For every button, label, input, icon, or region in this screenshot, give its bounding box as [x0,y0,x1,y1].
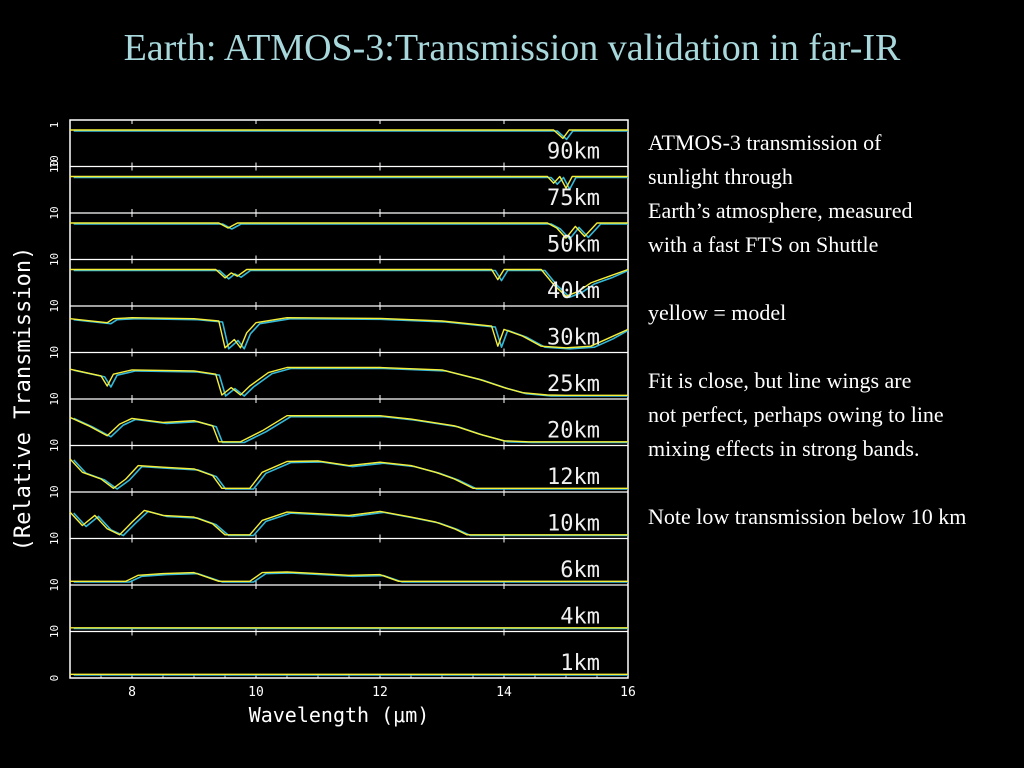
panel-altitude-label: 1km [560,651,600,676]
notes-panel: ATMOS-3 transmission of sunlight through… [648,126,1024,534]
notes-line: Note low transmission below 10 km [648,504,967,529]
notes-spacer [648,466,1024,500]
panel-altitude-label: 75km [547,186,600,211]
y-tick-label: 10 [48,392,61,405]
measured-series-line [73,176,628,190]
transmission-chart: 8 10 12 14 161101010101010101010101010090km7… [11,119,636,727]
notes-line: ATMOS-3 transmission of [648,130,882,155]
model-series-line [70,268,629,298]
legend-note: yellow = model [648,300,787,325]
x-tick-label: 16 [620,685,636,700]
x-tick-label: 8 [128,685,136,700]
y-tick-label: 0 [48,675,61,682]
panel-altitude-label: 90km [547,140,600,165]
panel-altitude-label: 10km [547,512,600,537]
notes-line: Fit is close, but line wings are [648,368,912,393]
panel-altitude-label: 40km [547,279,600,304]
panel-altitude-label: 30km [547,326,600,351]
measured-series-line [73,223,628,240]
panel-altitude-label: 12km [547,465,600,490]
model-series-line [70,175,628,189]
model-series-line [69,415,628,443]
model-series-line [69,366,628,396]
y-tick-label: 10 [48,578,61,591]
model-series-line [70,129,628,140]
panel-altitude-label: 6km [560,558,600,583]
y-tick-label: 10 [48,299,61,312]
measured-series-line [73,317,629,350]
slide-title: Earth: ATMOS-3:Transmission validation i… [123,27,901,69]
model-series-line [69,458,628,489]
model-series-line [69,509,628,536]
notes-spacer [648,262,1024,296]
measured-series-line [73,415,628,444]
measured-series-line [73,130,628,141]
y-tick-label: 10 [48,155,61,168]
panel-altitude-label: 50km [547,233,600,258]
model-series-line [70,222,628,239]
y-tick-label: 10 [48,532,61,545]
y-tick-label: 10 [48,206,61,219]
panel-altitude-label: 20km [547,419,600,444]
x-tick-label: 14 [496,685,512,700]
y-tick-label: 10 [48,485,61,498]
y-tick-label: 10 [48,253,61,266]
notes-line: Earth’s atmosphere, measured [648,198,913,223]
y-tick-label: 10 [48,346,61,359]
measured-series-line [73,367,628,397]
y-tick-label: 1 [48,122,61,129]
notes-line: with a fast FTS on Shuttle [648,232,879,257]
notes-line: not perfect, perhaps owing to line [648,402,944,427]
x-axis-title: Wavelength (μm) [249,703,430,727]
panel-altitude-label: 25km [547,372,600,397]
measured-series-line [73,269,629,299]
measured-series-line [73,572,628,583]
x-tick-label: 12 [372,685,388,700]
y-tick-label: 10 [48,625,61,638]
x-tick-label: 10 [248,685,264,700]
y-axis-title: (Relative Transmission) [11,247,36,552]
panel-altitude-label: 4km [560,605,600,630]
model-series-line [69,316,629,349]
measured-series-line [73,459,628,490]
model-series-line [70,571,628,582]
notes-spacer [648,330,1024,364]
notes-line: mixing effects in strong bands. [648,436,920,461]
y-tick-label: 10 [48,160,61,173]
notes-line: sunlight through [648,164,793,189]
y-tick-label: 10 [48,439,61,452]
